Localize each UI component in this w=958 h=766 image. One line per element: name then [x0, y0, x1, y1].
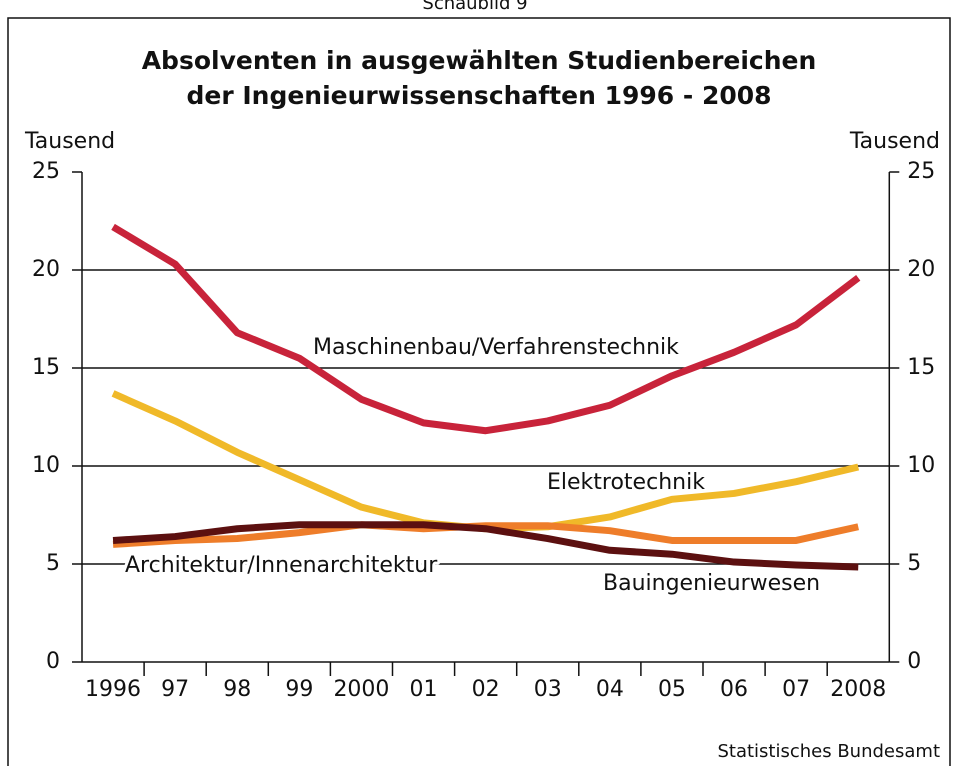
x-tick-label: 1996: [85, 677, 141, 702]
series-line: [111, 390, 860, 533]
series-line: [112, 521, 859, 571]
y2-tick-label: 10: [907, 453, 935, 478]
x-tick-label: 97: [161, 677, 189, 702]
y2-tick-label: 25: [907, 159, 935, 184]
x-tick-label: 03: [534, 677, 562, 702]
x-tick-label: 07: [782, 677, 810, 702]
y-tick-label: 25: [32, 159, 60, 184]
x-tick-label: 04: [596, 677, 624, 702]
y2-tick-label: 0: [907, 649, 921, 674]
y2-axis-label: Tausend: [849, 129, 940, 154]
x-tick-label: 99: [285, 677, 313, 702]
chart-title: der Ingenieurwissenschaften 1996 - 2008: [186, 81, 771, 110]
x-tick-label: 98: [223, 677, 251, 702]
y-axis-label: Tausend: [24, 129, 115, 154]
y-tick-label: 5: [46, 551, 60, 576]
series-label: Bauingenieurwesen: [603, 571, 820, 596]
y2-tick-label: 5: [907, 551, 921, 576]
frame: [7, 17, 951, 766]
x-tick-label: 01: [410, 677, 438, 702]
x-tick-label: 2008: [830, 677, 886, 702]
y-tick-label: 15: [32, 355, 60, 380]
series-label: Architektur/Innenarchitektur: [125, 553, 438, 578]
series-label: Elektrotechnik: [547, 470, 705, 495]
y-tick-label: 10: [32, 453, 60, 478]
x-tick-label: 02: [472, 677, 500, 702]
x-tick-label: 06: [720, 677, 748, 702]
y2-tick-label: 15: [907, 355, 935, 380]
x-tick-label: 05: [658, 677, 686, 702]
series-label: Maschinenbau/Verfahrenstechnik: [313, 335, 679, 360]
source: Statistisches Bundesamt: [717, 741, 940, 762]
x-tick-label: 2000: [333, 677, 389, 702]
y2-tick-label: 20: [907, 257, 935, 282]
chart-title: Absolventen in ausgewählten Studienberei…: [142, 46, 817, 75]
series-line: [111, 223, 861, 435]
y-tick-label: 0: [46, 649, 60, 674]
y-tick-label: 20: [32, 257, 60, 282]
header: Schaubild 9: [422, 0, 527, 14]
